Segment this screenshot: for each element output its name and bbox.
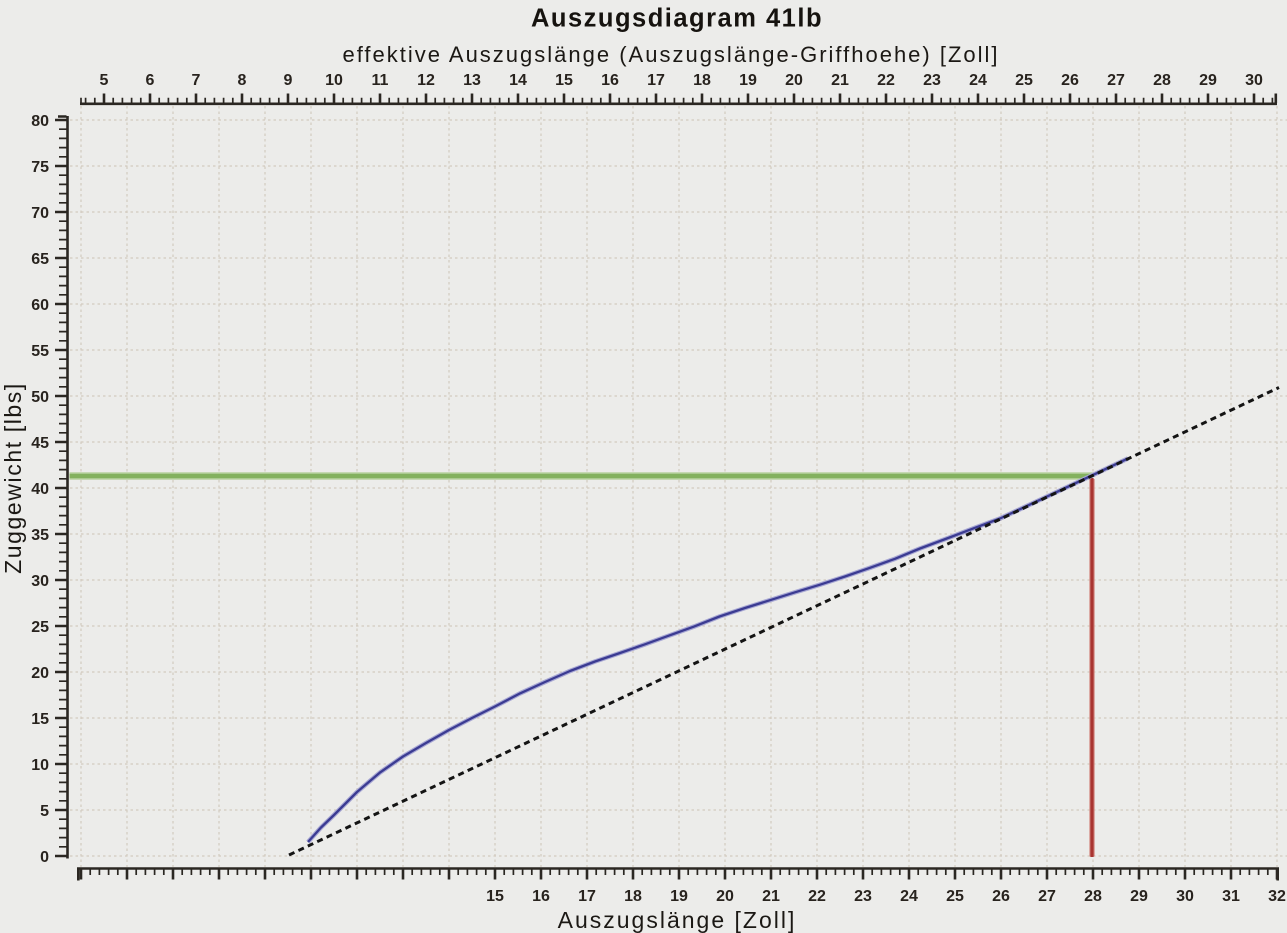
svg-text:45: 45 (31, 435, 49, 452)
svg-text:12: 12 (417, 72, 435, 89)
svg-text:9: 9 (284, 72, 293, 89)
svg-text:11: 11 (372, 72, 389, 89)
svg-text:21: 21 (831, 72, 849, 89)
svg-text:50: 50 (31, 389, 49, 406)
svg-text:14: 14 (509, 72, 527, 89)
svg-text:30: 30 (1245, 72, 1263, 89)
svg-text:20: 20 (785, 72, 803, 89)
svg-text:15: 15 (486, 888, 504, 905)
svg-text:30: 30 (1176, 888, 1194, 905)
svg-text:effektive Auszugslänge (Auszug: effektive Auszugslänge (Auszugslänge-Gri… (342, 42, 999, 67)
svg-text:10: 10 (31, 757, 49, 774)
svg-text:5: 5 (40, 803, 49, 820)
svg-text:5: 5 (100, 72, 109, 89)
svg-text:16: 16 (601, 72, 619, 89)
svg-text:10: 10 (325, 72, 343, 89)
svg-text:19: 19 (739, 72, 757, 89)
svg-text:26: 26 (1061, 72, 1079, 89)
svg-text:Auszugslänge [Zoll]: Auszugslänge [Zoll] (558, 907, 797, 933)
svg-text:25: 25 (1015, 72, 1033, 89)
svg-text:18: 18 (693, 72, 711, 89)
svg-text:31: 31 (1222, 888, 1240, 905)
svg-text:23: 23 (854, 888, 872, 905)
svg-text:30: 30 (31, 573, 49, 590)
svg-text:19: 19 (670, 888, 688, 905)
svg-text:26: 26 (992, 888, 1010, 905)
svg-text:24: 24 (900, 888, 918, 905)
svg-text:27: 27 (1107, 72, 1125, 89)
svg-text:17: 17 (647, 72, 665, 89)
svg-text:25: 25 (946, 888, 964, 905)
svg-text:70: 70 (31, 205, 49, 222)
svg-text:80: 80 (31, 113, 49, 130)
svg-text:32: 32 (1268, 888, 1286, 905)
svg-text:17: 17 (578, 888, 596, 905)
svg-text:40: 40 (31, 481, 49, 498)
svg-text:16: 16 (532, 888, 550, 905)
svg-text:25: 25 (31, 619, 49, 636)
svg-text:28: 28 (1153, 72, 1171, 89)
svg-text:20: 20 (716, 888, 734, 905)
svg-text:Zuggewicht [lbs]: Zuggewicht [lbs] (0, 382, 26, 574)
svg-text:0: 0 (40, 849, 49, 866)
svg-text:6: 6 (146, 72, 155, 89)
svg-text:7: 7 (192, 72, 201, 89)
svg-text:28: 28 (1084, 888, 1102, 905)
svg-text:60: 60 (31, 297, 49, 314)
svg-text:29: 29 (1199, 72, 1217, 89)
svg-text:20: 20 (31, 665, 49, 682)
svg-text:75: 75 (31, 159, 49, 176)
svg-text:65: 65 (31, 251, 49, 268)
svg-text:15: 15 (555, 72, 573, 89)
svg-text:22: 22 (808, 888, 826, 905)
svg-text:35: 35 (31, 527, 49, 544)
svg-text:27: 27 (1038, 888, 1056, 905)
svg-text:23: 23 (923, 72, 941, 89)
svg-text:15: 15 (31, 711, 49, 728)
svg-text:24: 24 (969, 72, 987, 89)
svg-text:13: 13 (463, 72, 481, 89)
svg-text:18: 18 (624, 888, 642, 905)
svg-text:29: 29 (1130, 888, 1148, 905)
svg-text:22: 22 (877, 72, 895, 89)
svg-text:55: 55 (31, 343, 49, 360)
svg-text:Auszugsdiagram 41lb: Auszugsdiagram 41lb (531, 5, 823, 33)
svg-text:21: 21 (762, 888, 780, 905)
svg-text:8: 8 (238, 72, 247, 89)
